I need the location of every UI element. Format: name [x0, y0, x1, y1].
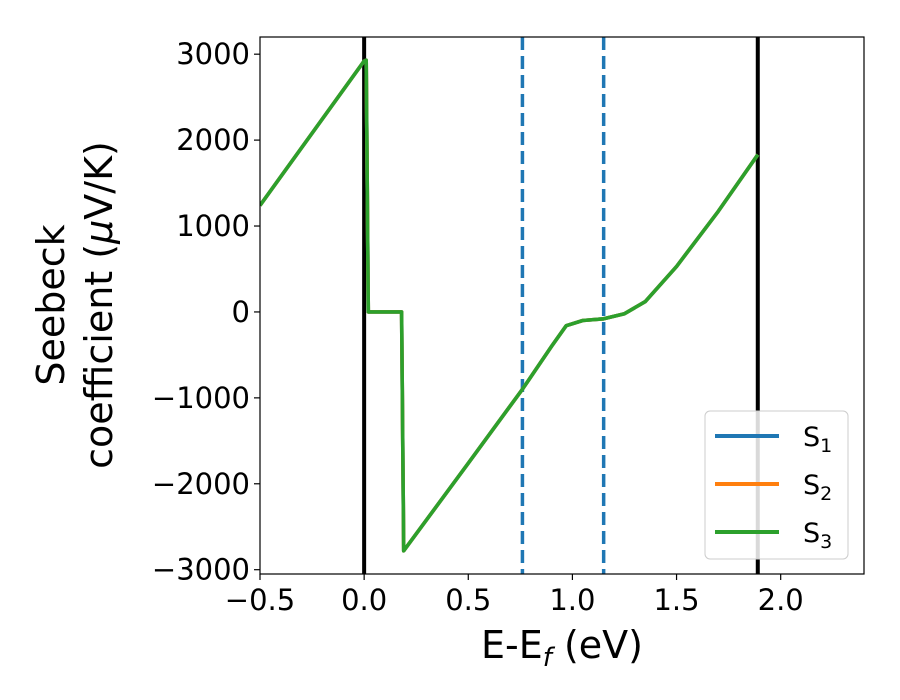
- x-tick-label: 1.5: [653, 583, 699, 617]
- series-line-s1: [260, 58, 760, 553]
- x-tick-label: 0.0: [341, 583, 387, 617]
- legend-label-s2: S2: [803, 470, 832, 505]
- plot-frame: [259, 36, 865, 575]
- y-tick-label: 1000: [176, 209, 250, 243]
- legend-label-s1: S1: [803, 422, 832, 457]
- legend: S1 S2 S3: [704, 410, 849, 560]
- y-tick-label: 0: [232, 295, 250, 329]
- x-axis-ticks: −0.5 0.0 0.5 1.0 1.5 2.0: [225, 574, 804, 617]
- series-lines: [260, 58, 760, 553]
- y-tick-label: −3000: [152, 553, 250, 587]
- x-tick-label: 1.0: [549, 583, 595, 617]
- legend-label-s3: S3: [803, 518, 832, 553]
- y-axis-label-line1: Seebeck: [29, 224, 73, 385]
- y-tick-label: 2000: [176, 123, 250, 157]
- series-line-s2: [260, 58, 760, 553]
- y-axis-label-line2: coefficient (μV/K): [77, 141, 121, 469]
- y-axis-ticks: 3000 2000 1000 0 −1000 −2000 −3000: [152, 37, 260, 587]
- x-tick-label: −0.5: [225, 583, 295, 617]
- y-tick-label: −1000: [152, 381, 250, 415]
- y-tick-label: 3000: [176, 37, 250, 71]
- x-tick-label: 0.5: [445, 583, 491, 617]
- series-line-s3: [260, 58, 760, 553]
- x-axis-label: E-Ef (eV): [481, 623, 643, 673]
- vertical-lines: [362, 37, 760, 574]
- y-tick-label: −2000: [152, 467, 250, 501]
- x-tick-label: 2.0: [758, 583, 804, 617]
